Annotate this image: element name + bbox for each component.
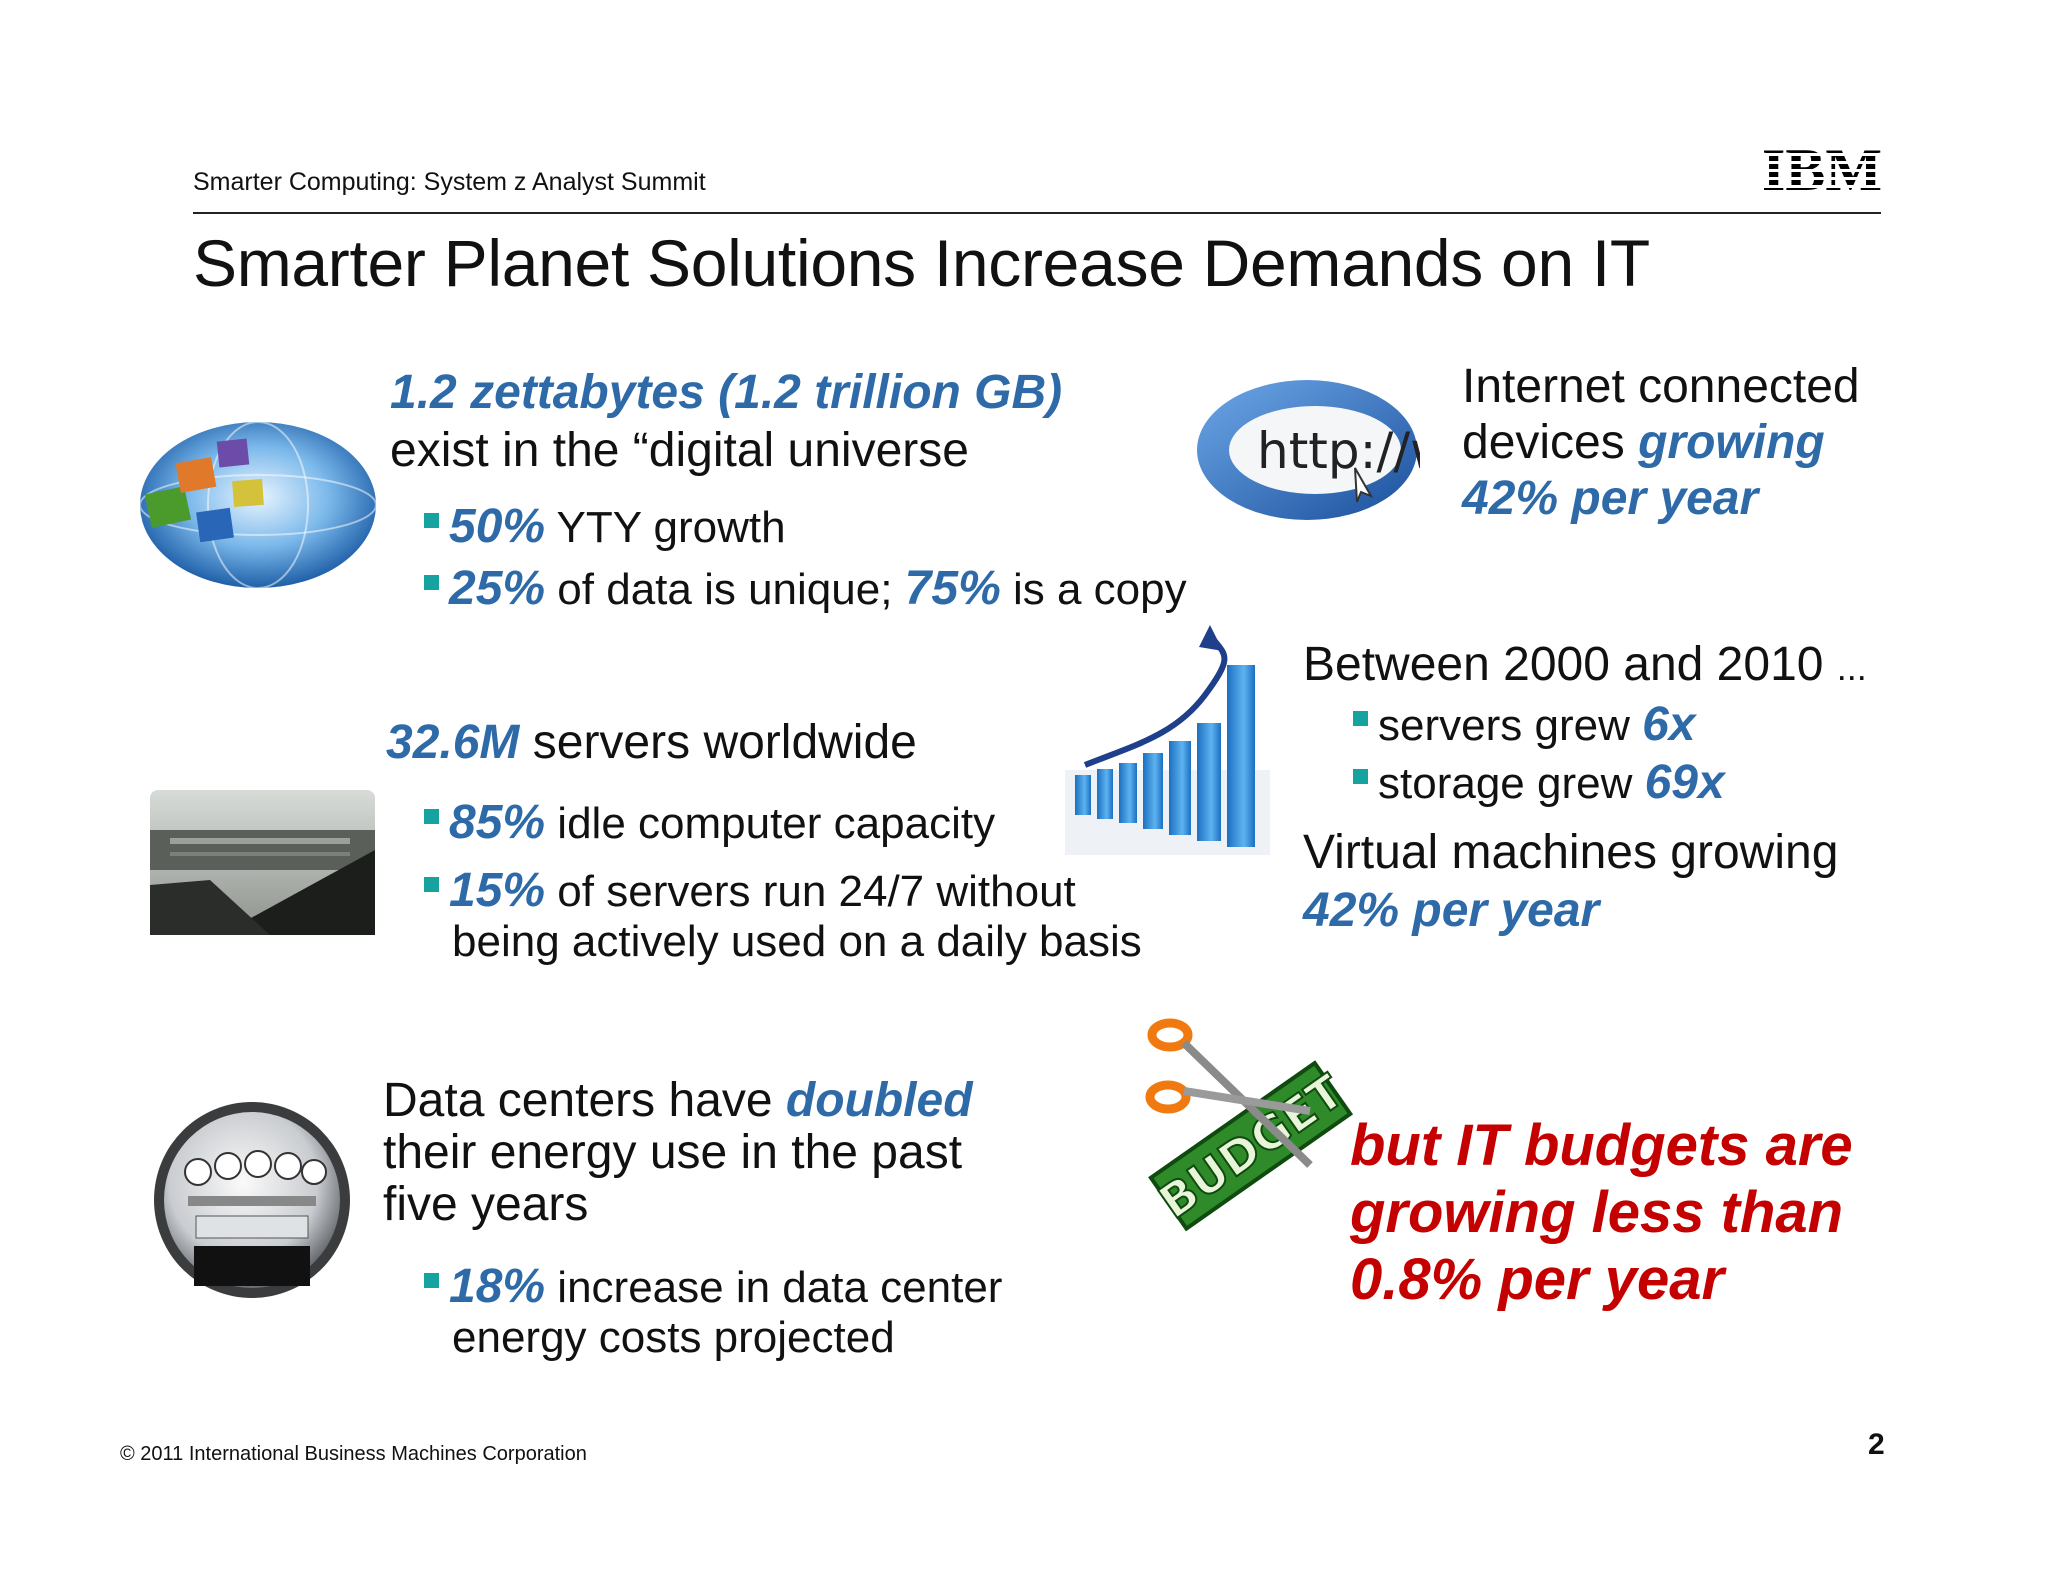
bullet-marker (424, 809, 439, 824)
bullet-marker (424, 1273, 439, 1288)
internet-line-3: 42% per year (1462, 472, 1759, 525)
budget-line-2: growing less than (1350, 1180, 1844, 1245)
bullet-servers-24-7-continuation: being actively used on a daily basis (452, 917, 1142, 966)
bullet-servers-grew: servers grew 6x (1353, 698, 1695, 753)
energy-line-2: their energy use in the past (383, 1126, 963, 1179)
power-meter-image (148, 1100, 356, 1300)
data-universe-headline: 1.2 zettabytes (1.2 trillion GB) (390, 366, 1063, 419)
page-number: 2 (1868, 1428, 1885, 1461)
slide-title: Smarter Planet Solutions Increase Demand… (193, 226, 1650, 300)
budget-line-1: but IT budgets are (1350, 1113, 1853, 1178)
vm-growing-value: 42% per year (1303, 884, 1600, 937)
energy-line-1: Data centers have doubled (383, 1074, 973, 1127)
budget-scissors-image: BUDGET (1140, 1015, 1355, 1235)
data-universe-subline: exist in the “digital universe (390, 424, 969, 477)
bullet-marker (424, 513, 439, 528)
svg-text:IBM: IBM (1762, 140, 1882, 192)
bullet-marker (424, 877, 439, 892)
bullet-marker (424, 575, 439, 590)
bullet-servers-24-7: 15% of servers run 24/7 without (424, 864, 1076, 919)
bullet-energy-costs-continuation: energy costs projected (452, 1313, 895, 1362)
bullet-marker (1353, 769, 1368, 784)
energy-line-3: five years (383, 1178, 589, 1231)
budget-line-3: 0.8% per year (1350, 1247, 1725, 1312)
bullet-idle-capacity: 85% idle computer capacity (424, 796, 995, 851)
growth-bars-image (1065, 625, 1270, 855)
header-divider (193, 212, 1881, 214)
svg-text:http://www: http://www (1257, 422, 1420, 480)
vm-growing-line: Virtual machines growing (1303, 826, 1839, 879)
ibm-logo: IBM (1760, 137, 1884, 203)
bullet-marker (1353, 711, 1368, 726)
footer-copyright: © 2011 International Business Machines C… (120, 1443, 587, 1465)
server-room-image (150, 790, 375, 935)
digital-globe-image (138, 420, 378, 590)
bullet-storage-grew: storage grew 69x (1353, 756, 1725, 811)
servers-headline: 32.6M servers worldwide (386, 716, 917, 769)
growth-headline: Between 2000 and 2010 ... (1303, 638, 1867, 691)
bullet-data-unique: 25% of data is unique; 75% is a copy (424, 562, 1187, 617)
internet-line-1: Internet connected (1462, 360, 1860, 413)
budget-statement: but IT budgets are growing less than 0.8… (1350, 1112, 1853, 1313)
header-event-name: Smarter Computing: System z Analyst Summ… (193, 168, 706, 196)
internet-line-2: devices growing (1462, 416, 1825, 469)
http-browser-image: http://www (1195, 378, 1533, 523)
bullet-energy-costs: 18% increase in data center (424, 1260, 1002, 1315)
bullet-yty-growth: 50% YTY growth (424, 500, 786, 555)
